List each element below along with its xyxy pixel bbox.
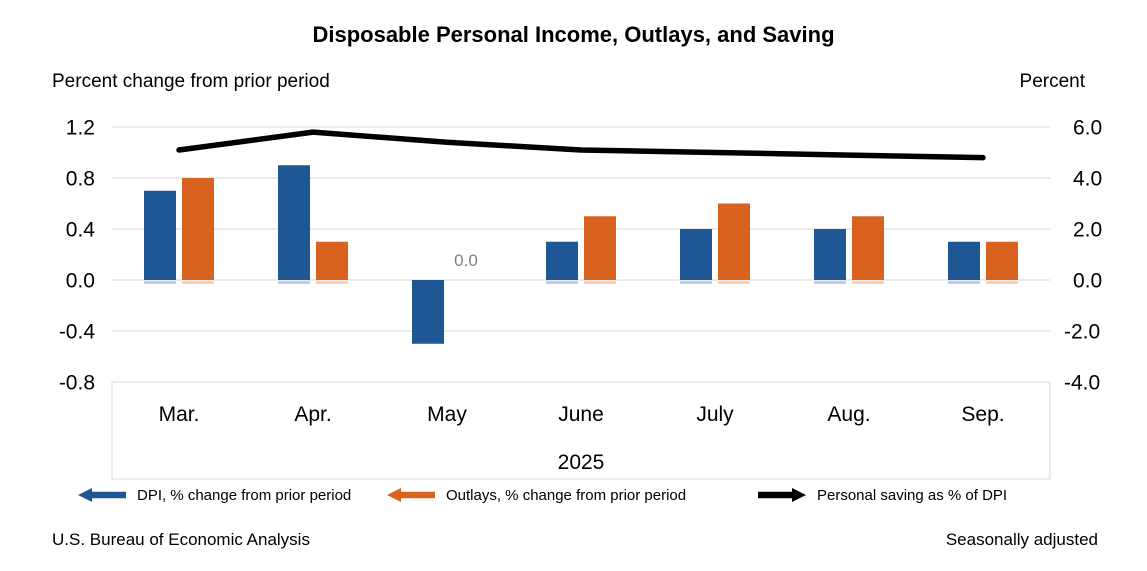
source-label: U.S. Bureau of Economic Analysis <box>52 530 310 549</box>
outlays-bar <box>986 241 1018 280</box>
right-axis-tick-label: -2.0 <box>1064 321 1100 344</box>
bar-baseline-tint <box>144 281 176 284</box>
left-axis-tick-label: 0.4 <box>66 219 96 242</box>
right-axis-tick-label: 6.0 <box>1073 117 1102 140</box>
outlays-bar <box>718 203 750 280</box>
month-tick-label: Mar. <box>159 403 200 426</box>
saving-legend-arrow-right-icon <box>758 488 806 502</box>
right-axis-unit-label: Percent <box>1019 71 1085 92</box>
bar-baseline-tint <box>814 281 846 284</box>
month-tick-label: Apr. <box>294 403 331 426</box>
personal-saving-line <box>176 129 986 161</box>
left-axis-tick-label: 0.0 <box>66 270 95 293</box>
legend-item-outlays: Outlays, % change from prior period <box>387 484 686 506</box>
right-axis-tick-label: 2.0 <box>1073 219 1102 242</box>
dpi-bar <box>278 165 310 280</box>
bar-baseline-tint <box>182 281 214 284</box>
zero-value-data-label: 0.0 <box>454 251 478 270</box>
dpi-bar <box>948 241 980 280</box>
bar-baseline-tint <box>584 281 616 284</box>
bar-baseline-tint <box>718 281 750 284</box>
month-tick-label: May <box>427 403 467 426</box>
dpi-bar <box>412 280 444 344</box>
dpi-bar <box>144 190 176 280</box>
legend-item-dpi: DPI, % change from prior period <box>78 484 351 506</box>
bar-baseline-tint <box>852 281 884 284</box>
month-tick-label: Sep. <box>961 403 1004 426</box>
bar-baseline-tint <box>546 281 578 284</box>
left-axis-tick-label: 0.8 <box>66 168 95 191</box>
dpi-bar <box>680 229 712 280</box>
right-axis-tick-label: 4.0 <box>1073 168 1102 191</box>
left-axis-unit-label: Percent change from prior period <box>52 71 330 92</box>
right-axis-tick-label: -4.0 <box>1064 372 1100 395</box>
outlays-bar <box>316 241 348 280</box>
year-label: 2025 <box>558 451 605 474</box>
outlays-bar <box>182 178 214 280</box>
bar-baseline-tint <box>278 281 310 284</box>
dpi-legend-arrow-left-icon <box>78 488 126 502</box>
month-tick-label: Aug. <box>827 403 870 426</box>
left-axis-tick-label: -0.8 <box>59 372 95 395</box>
bar-baseline-tint <box>680 281 712 284</box>
seasonal-adjustment-label: Seasonally adjusted <box>945 530 1098 549</box>
dpi-bar <box>814 229 846 280</box>
month-tick-label: July <box>696 403 734 426</box>
bar-baseline-tint <box>986 281 1018 284</box>
left-axis-tick-label: 1.2 <box>66 117 95 140</box>
legend-label-outlays: Outlays, % change from prior period <box>446 486 687 504</box>
category-axis-frame <box>111 382 1051 480</box>
outlays-legend-arrow-left-icon <box>387 488 435 502</box>
legend-label-dpi: DPI, % change from prior period <box>137 486 352 504</box>
legend-item-saving: Personal saving as % of DPI <box>758 484 1007 506</box>
bar-baseline-tint <box>316 281 348 284</box>
legend-label-saving: Personal saving as % of DPI <box>817 486 1008 504</box>
left-axis-tick-label: -0.4 <box>59 321 96 344</box>
axis-unit-labels: Percent change from prior period Percent <box>52 71 1085 93</box>
outlays-bar <box>852 216 884 280</box>
chart-title: Disposable Personal Income, Outlays, and… <box>312 22 835 47</box>
dpi-bar <box>546 241 578 280</box>
right-axis-tick-label: 0.0 <box>1073 270 1102 293</box>
outlays-bar <box>584 216 616 280</box>
bar-baseline-tint <box>948 281 980 284</box>
month-tick-label: June <box>558 403 604 426</box>
